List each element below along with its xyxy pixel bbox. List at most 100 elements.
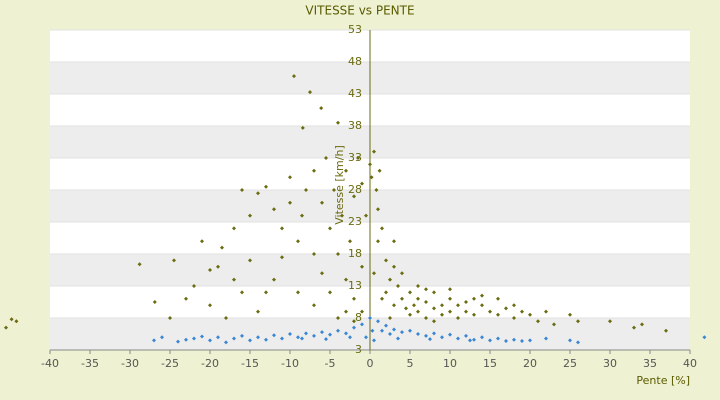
point [380, 226, 384, 231]
point [480, 293, 484, 298]
point [432, 331, 436, 336]
point [392, 239, 396, 244]
point [496, 312, 500, 317]
point [456, 316, 460, 320]
point [400, 271, 404, 276]
point [248, 213, 252, 218]
point [396, 336, 400, 341]
point [544, 309, 548, 314]
point [416, 332, 420, 336]
point [376, 239, 380, 244]
point [224, 340, 228, 345]
point [328, 290, 332, 295]
point [512, 316, 516, 320]
point [384, 290, 388, 295]
point [312, 168, 316, 173]
point [440, 335, 444, 340]
point [352, 319, 356, 324]
point [360, 181, 364, 186]
x-tick-label: 25 [563, 357, 577, 370]
point [208, 338, 212, 343]
point [256, 191, 260, 196]
point [396, 284, 400, 288]
point [364, 335, 368, 340]
point [208, 268, 212, 272]
point [272, 207, 276, 212]
point [380, 296, 384, 301]
point [480, 335, 484, 340]
point [336, 252, 340, 256]
y-tick-label: 18 [348, 247, 362, 260]
y-tick-label: 43 [348, 87, 362, 100]
y-tick-label: 38 [348, 119, 362, 132]
point [324, 337, 328, 342]
x-tick-label: -30 [121, 357, 139, 370]
y-tick-label: 53 [348, 23, 362, 36]
point [448, 296, 452, 301]
point [480, 303, 484, 308]
point [388, 277, 392, 282]
point [352, 296, 356, 301]
point [300, 125, 305, 130]
point [176, 339, 180, 344]
point [288, 200, 292, 205]
point [448, 287, 452, 292]
point [264, 290, 268, 295]
point [568, 338, 572, 343]
point [408, 312, 412, 317]
point [472, 312, 476, 317]
point [488, 309, 492, 314]
point [288, 332, 292, 336]
point [496, 336, 500, 341]
point [200, 239, 204, 244]
point [404, 306, 408, 311]
point [544, 336, 548, 341]
y-tick-label: 33 [348, 151, 362, 164]
point [576, 319, 580, 324]
y-tick-label: 28 [348, 183, 362, 196]
x-tick-label: 35 [643, 357, 657, 370]
point [319, 106, 324, 111]
point [528, 312, 532, 317]
point [192, 336, 196, 341]
point [400, 330, 404, 335]
point [424, 300, 428, 304]
point [312, 333, 316, 338]
point [384, 323, 388, 328]
x-tick-label: -40 [41, 357, 59, 370]
point [312, 303, 316, 308]
point [240, 333, 244, 338]
point [472, 337, 476, 342]
x-tick-label: -10 [281, 357, 299, 370]
point [320, 271, 324, 276]
x-tick-label: -20 [201, 357, 219, 370]
point [184, 296, 188, 301]
point [224, 316, 228, 320]
point [288, 175, 292, 180]
point [168, 316, 172, 320]
chart-title: VITESSE vs PENTE [305, 4, 414, 18]
x-tick-label: 10 [443, 357, 457, 370]
point [232, 226, 236, 231]
point [328, 226, 332, 231]
point [304, 188, 308, 192]
point [432, 306, 436, 311]
point [504, 339, 508, 344]
point [4, 325, 8, 330]
x-tick-label: 15 [483, 357, 497, 370]
point [464, 309, 468, 314]
point [264, 337, 268, 342]
point [296, 239, 300, 244]
x-tick-label: -5 [325, 357, 336, 370]
point [448, 332, 452, 337]
point [232, 277, 236, 282]
point [424, 316, 428, 320]
point [184, 337, 188, 342]
x-tick-label: 0 [367, 357, 374, 370]
point [392, 327, 396, 332]
point [344, 168, 348, 173]
point [416, 296, 420, 301]
point [372, 149, 376, 154]
